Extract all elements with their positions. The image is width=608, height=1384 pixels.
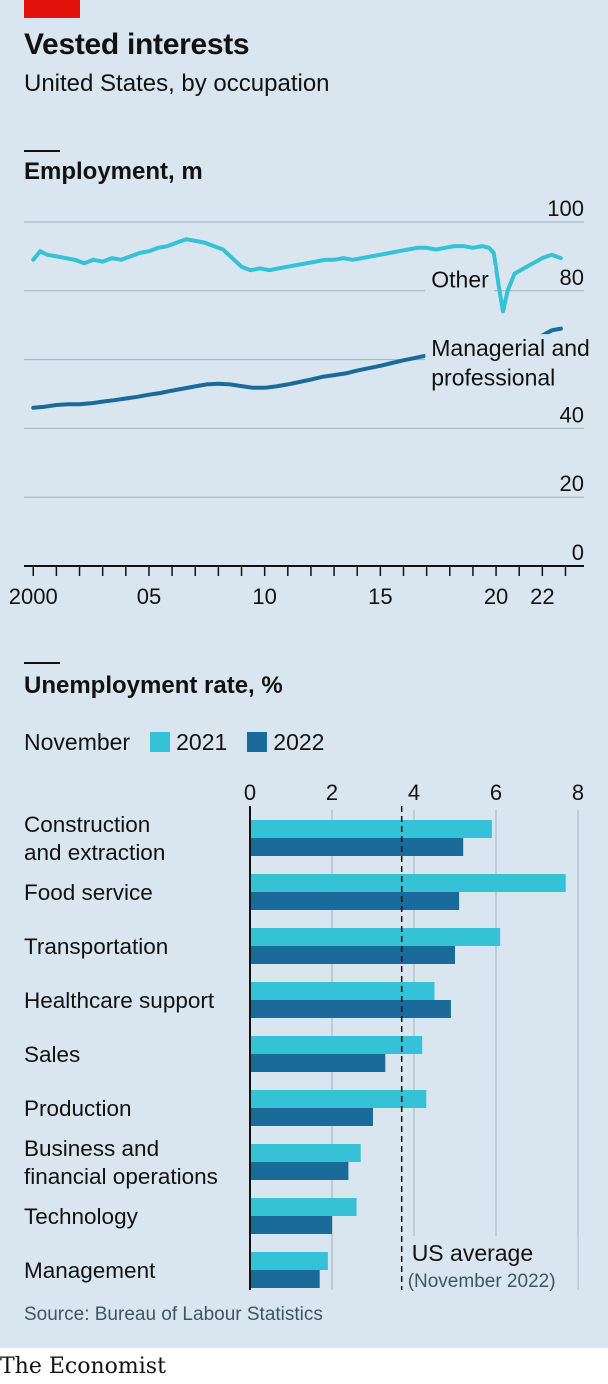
- category-label-3: Healthcare support: [24, 988, 215, 1013]
- x-tick-label: 6: [490, 780, 502, 805]
- x-tick-label: 0: [244, 780, 256, 805]
- bar-2021-8: [250, 1252, 328, 1270]
- legend-item-2022: 2022: [247, 729, 324, 756]
- category-label-4: Sales: [24, 1042, 80, 1067]
- x-tick-label: 20: [484, 584, 508, 609]
- y-tick-label: 80: [560, 265, 584, 290]
- legend-item-2021: 2021: [150, 729, 227, 756]
- bar-2022-4: [250, 1054, 386, 1072]
- section-rule-employment: [24, 150, 60, 152]
- category-label-0: Construction: [24, 812, 150, 837]
- category-label-6: Business and: [24, 1136, 159, 1161]
- bar-2021-0: [250, 820, 492, 838]
- legend-text-2022: 2022: [273, 728, 325, 755]
- y-tick-label: 0: [572, 540, 584, 565]
- category-label-8: Management: [24, 1258, 156, 1283]
- annotation-bg: [425, 334, 597, 365]
- employment-line-chart: 02040608010020000510152022OtherManageria…: [9, 196, 597, 609]
- x-tick-label: 8: [572, 780, 584, 805]
- legend-swatch-2022: [247, 732, 268, 752]
- legend-swatch-2021: [150, 732, 171, 752]
- x-tick-label: 2: [326, 780, 338, 805]
- legend-text-2021: 2021: [176, 728, 228, 755]
- unemployment-title: Unemployment rate, %: [24, 672, 283, 699]
- bar-2022-3: [250, 1000, 451, 1018]
- y-tick-label: 40: [560, 402, 584, 427]
- category-label-2: Transportation: [24, 934, 168, 959]
- bar-2022-5: [250, 1108, 373, 1126]
- annotation-label-2: professional: [431, 364, 555, 390]
- y-tick-label: 100: [547, 196, 584, 221]
- us-average-label-bg: [407, 1236, 578, 1292]
- annotation-label-1: Managerial and: [431, 335, 590, 361]
- category-label-5: Production: [24, 1096, 132, 1121]
- bar-2021-6: [250, 1144, 361, 1162]
- chart-subtitle: United States, by occupation: [24, 70, 330, 97]
- unemployment-bar-chart: 0 2 4 6 8 Construction and extraction Food serv…: [24, 780, 584, 1292]
- series-line-other: [31, 237, 563, 314]
- bar-2022-7: [250, 1216, 332, 1234]
- bar-legend: November 2021 2022: [24, 728, 324, 756]
- legend-label: November: [24, 728, 131, 755]
- chart-title: Vested interests: [24, 28, 250, 61]
- bar-2021-7: [250, 1198, 357, 1216]
- employment-title: Employment, m: [24, 158, 203, 185]
- us-average-label: US average: [412, 1240, 533, 1266]
- bar-2022-1: [250, 892, 460, 910]
- source-note: Source: Bureau of Labour Statistics: [24, 1304, 323, 1325]
- bar-2021-5: [250, 1090, 427, 1108]
- x-tick-label: 22: [530, 584, 554, 609]
- section-rule-unemployment: [24, 662, 60, 664]
- us-average-sublabel: (November 2022): [408, 1271, 556, 1292]
- category-label-6: financial operations: [24, 1164, 218, 1189]
- x-tick-label: 2000: [9, 584, 58, 609]
- bar-2022-6: [250, 1162, 349, 1180]
- x-tick-label: 15: [368, 584, 392, 609]
- bar-2022-8: [250, 1270, 320, 1288]
- bar-2021-4: [250, 1036, 423, 1054]
- x-tick-label: 05: [137, 584, 161, 609]
- annotation-bg: [425, 265, 495, 296]
- bar-2021-2: [250, 928, 501, 946]
- bar-2021-3: [250, 982, 435, 1000]
- economist-logo: The Economist: [0, 1354, 166, 1379]
- annotation-label-0: Other: [431, 266, 489, 292]
- y-tick-label: 20: [560, 471, 584, 496]
- category-label-7: Technology: [24, 1204, 139, 1229]
- annotation-bg: [425, 363, 575, 394]
- bar-2021-1: [250, 874, 566, 892]
- brand-red-tab: [24, 0, 80, 18]
- bar-2022-2: [250, 946, 455, 964]
- x-tick-label: 10: [252, 584, 276, 609]
- bar-2022-0: [250, 838, 464, 856]
- x-tick-label: 4: [408, 780, 420, 805]
- category-label-0: and extraction: [24, 840, 165, 865]
- category-label-1: Food service: [24, 880, 153, 905]
